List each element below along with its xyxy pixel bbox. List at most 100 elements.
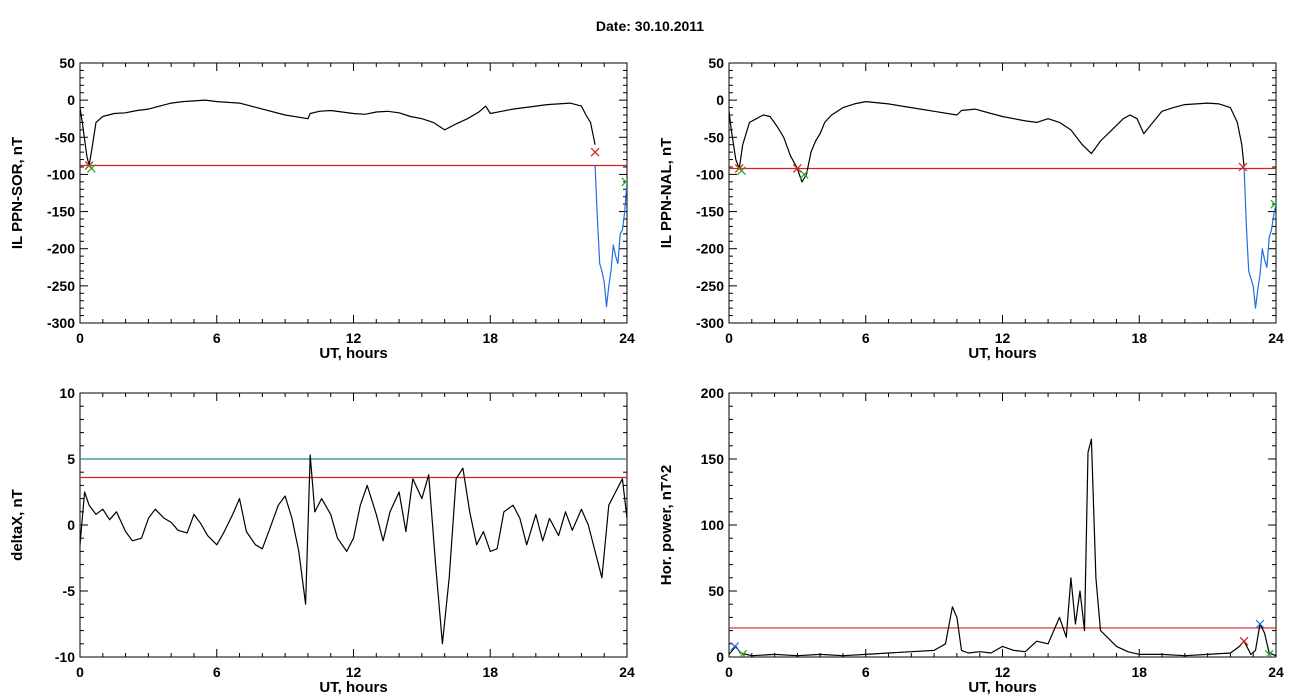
plot-frame	[79, 392, 628, 658]
x-tick-label: 6	[213, 330, 221, 346]
cross-marker	[1239, 636, 1249, 646]
y-tick-label: -150	[47, 204, 75, 220]
y-tick-label: -100	[47, 166, 75, 182]
cross-marker	[1270, 199, 1276, 209]
x-tick-label: 0	[725, 664, 733, 680]
x-tick-label: 0	[725, 330, 733, 346]
plot-frame	[79, 62, 628, 324]
marker-stroke	[1270, 202, 1276, 209]
plot-frame	[728, 62, 1277, 324]
y-tick-label: 5	[67, 451, 75, 467]
y-tick-label: 200	[701, 385, 725, 401]
series-line	[80, 454, 627, 645]
marker-stroke	[799, 170, 809, 179]
y-axis-label: IL PPN-SOR, nT	[9, 137, 26, 249]
x-tick-label: 12	[995, 664, 1011, 680]
x-tick-label: 6	[213, 664, 221, 680]
plot-frame	[728, 392, 1277, 658]
y-axis-label: Hor. power, nT^2	[658, 465, 675, 585]
chart-p3: 0 6 12 18 24 -10 -5 0 5 10 UT, hours deltaX, nT	[9, 385, 635, 696]
marker-stroke	[730, 642, 740, 651]
y-tick-label: -5	[63, 583, 76, 599]
y-tick-label: 100	[701, 517, 725, 533]
x-tick-label: 0	[76, 664, 84, 680]
cross-marker	[621, 177, 627, 187]
y-tick-label: 50	[59, 55, 75, 71]
cross-marker	[1264, 649, 1274, 657]
cross-marker	[590, 147, 600, 157]
y-tick-label: -50	[55, 129, 75, 145]
chart-p2: 0 6 12 18 24 -300 -250 -200 -150 -100 -50 0 50 UT, ho…	[658, 55, 1284, 362]
y-tick-label: 50	[708, 55, 724, 71]
x-axis-label: UT, hours	[968, 679, 1036, 696]
x-tick-label: 24	[1268, 330, 1284, 346]
y-tick-label: -250	[47, 278, 75, 294]
y-axis-label: IL PPN-NAL, nT	[658, 138, 675, 249]
y-tick-label: 0	[716, 92, 724, 108]
cross-marker	[1255, 619, 1265, 629]
y-tick-label: 150	[701, 451, 725, 467]
marker-stroke	[739, 649, 748, 657]
cross-marker	[1238, 162, 1248, 172]
cross-marker	[799, 170, 809, 179]
series-line	[729, 100, 1245, 183]
x-tick-label: 18	[1131, 664, 1147, 680]
x-tick-label: 6	[862, 664, 870, 680]
x-tick-label: 24	[619, 330, 635, 346]
page-title: Date: 30.10.2011	[595, 18, 705, 34]
x-tick-label: 12	[995, 330, 1011, 346]
marker-stroke	[1239, 636, 1249, 646]
y-tick-label: -250	[696, 278, 724, 294]
cross-marker	[86, 164, 96, 173]
y-tick-label: -300	[47, 315, 75, 331]
x-axis-label: UT, hours	[319, 679, 387, 696]
marker-stroke	[1255, 619, 1265, 629]
y-tick-label: 0	[716, 649, 724, 665]
chart-p1: 0 6 12 18 24 -300 -250 -200 -150 -100 -50 0 50 UT, ho…	[9, 55, 635, 362]
y-tick-label: 10	[59, 385, 75, 401]
plot-area	[80, 99, 627, 308]
cross-marker	[792, 164, 802, 173]
x-tick-label: 18	[482, 664, 498, 680]
y-tick-label: 0	[67, 517, 75, 533]
y-tick-label: -100	[696, 166, 724, 182]
series-line	[594, 165, 627, 308]
x-tick-label: 18	[482, 330, 498, 346]
marker-stroke	[621, 179, 627, 187]
x-tick-label: 6	[862, 330, 870, 346]
plot-area	[729, 100, 1276, 309]
marker-stroke	[590, 147, 600, 157]
plot-area	[80, 454, 627, 645]
series-line	[80, 99, 596, 167]
y-axis-label: deltaX, nT	[9, 489, 26, 561]
y-tick-label: -200	[696, 241, 724, 257]
x-axis-label: UT, hours	[319, 345, 387, 362]
plot-area	[729, 438, 1276, 657]
y-tick-label: -300	[696, 315, 724, 331]
y-tick-label: -50	[704, 129, 724, 145]
cross-marker	[730, 642, 740, 651]
x-tick-label: 24	[1268, 664, 1284, 680]
series-line	[1243, 168, 1276, 309]
marker-stroke	[86, 164, 96, 173]
x-tick-label: 18	[1131, 330, 1147, 346]
chart-p4: 0 6 12 18 24 0 50 100 150 200 UT, hours Hor. power,…	[658, 385, 1284, 696]
marker-stroke	[1238, 162, 1248, 172]
x-tick-label: 0	[76, 330, 84, 346]
cross-marker	[738, 649, 748, 657]
y-tick-label: -200	[47, 241, 75, 257]
cross-marker	[737, 166, 746, 176]
y-tick-label: -150	[696, 204, 724, 220]
y-tick-label: 50	[708, 583, 724, 599]
x-axis-label: UT, hours	[968, 345, 1036, 362]
marker-stroke	[792, 164, 802, 173]
x-tick-label: 24	[619, 664, 635, 680]
x-tick-label: 12	[346, 664, 362, 680]
x-tick-label: 12	[346, 330, 362, 346]
marker-stroke	[1265, 649, 1274, 657]
y-tick-label: 0	[67, 92, 75, 108]
y-tick-label: -10	[55, 649, 75, 665]
series-line	[729, 438, 1276, 657]
marker-stroke	[737, 166, 746, 176]
